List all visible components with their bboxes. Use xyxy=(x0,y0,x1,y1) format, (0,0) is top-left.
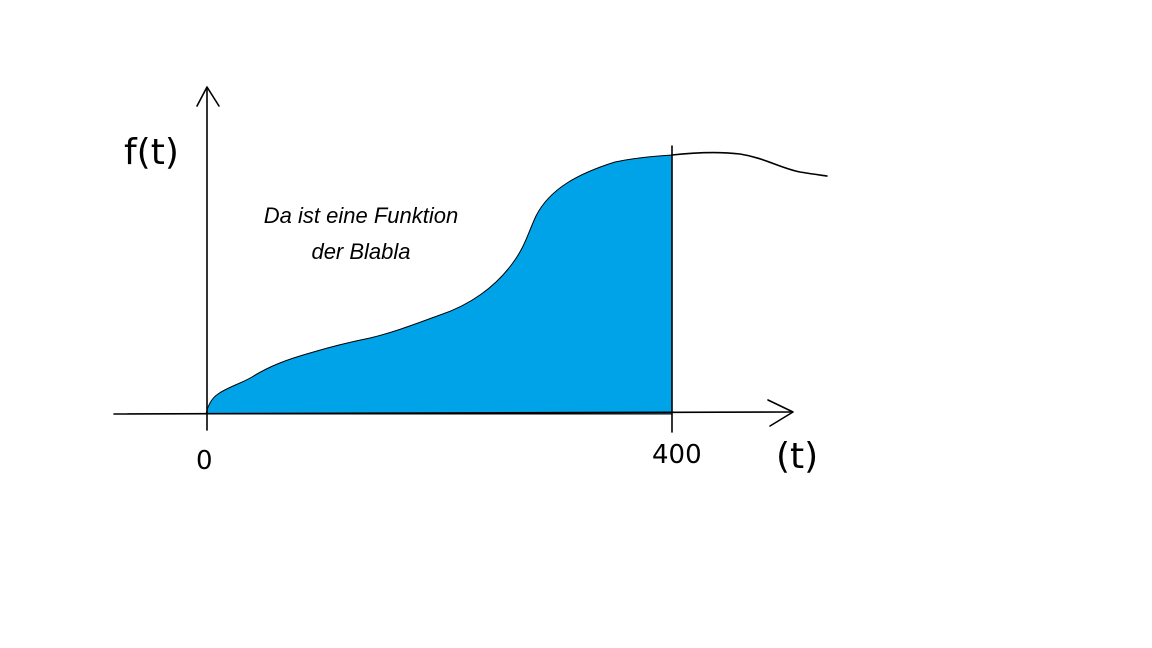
annotation-line-2: der Blabla xyxy=(311,239,410,264)
curve-continuation xyxy=(671,151,828,177)
tick-label-origin: 0 xyxy=(196,446,213,476)
annotation-line-1: Da ist eine Funktion xyxy=(264,203,458,228)
y-axis-label: f(t) xyxy=(124,132,179,173)
x-axis-arrowhead xyxy=(767,399,794,427)
x-axis-label: (t) xyxy=(776,436,818,477)
x-axis xyxy=(113,411,793,415)
tick-label-400: 400 xyxy=(652,440,702,470)
shaded-area xyxy=(205,154,673,415)
y-axis-arrowhead xyxy=(196,86,220,107)
